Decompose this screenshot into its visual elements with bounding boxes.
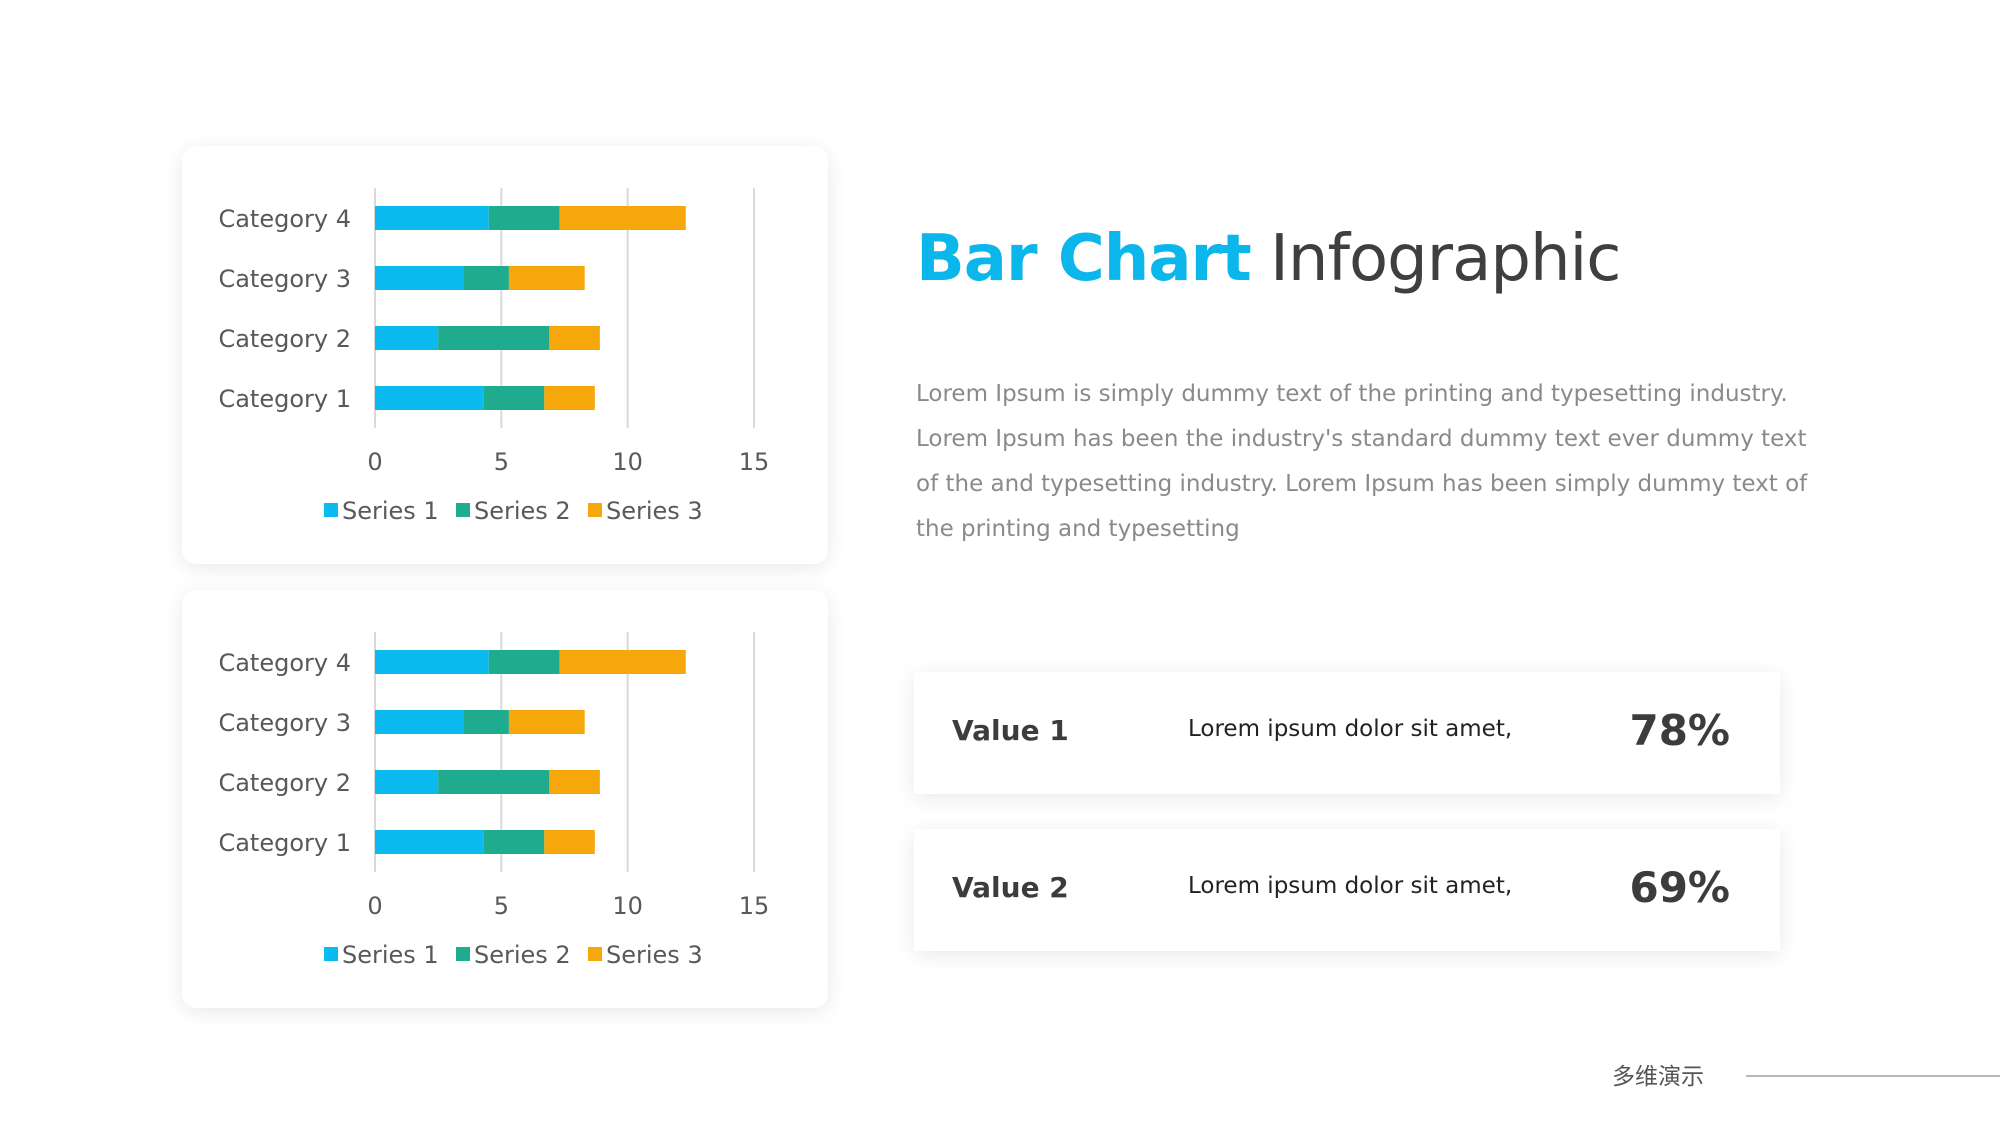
- legend-swatch: [456, 503, 470, 517]
- bar-series-2-category-4: [488, 650, 560, 674]
- category-label: Category 1: [218, 385, 351, 413]
- chart-card-1: Category 1 Category 2 Category 3 Category 4…: [182, 146, 828, 564]
- bar-series-3-category-4: [559, 206, 686, 230]
- legend-swatch: [588, 503, 602, 517]
- x-tick-label: 10: [612, 892, 643, 920]
- x-tick-label: 0: [367, 448, 382, 476]
- x-tick-label: 15: [739, 892, 770, 920]
- bar-series-2-category-3: [463, 266, 509, 290]
- category-label: Category 2: [218, 769, 351, 797]
- bar-chart-2: Category 1 Category 2 Category 3 Category 4…: [218, 632, 770, 969]
- value-percent: 78%: [1629, 706, 1730, 755]
- x-tick-label: 15: [739, 448, 770, 476]
- title-accent: Bar Chart: [916, 222, 1252, 296]
- value-card-1: Value 1 Lorem ipsum dolor sit amet, 78%: [914, 672, 1780, 794]
- bar-series-1-category-2: [375, 770, 439, 794]
- category-label: Category 2: [218, 325, 351, 353]
- legend-label: Series 1: [342, 497, 439, 525]
- footer-divider: [1746, 1075, 2000, 1077]
- legend-swatch: [324, 947, 338, 961]
- category-label: Category 1: [218, 829, 351, 857]
- legend-swatch: [456, 947, 470, 961]
- bar-series-1-category-3: [375, 710, 464, 734]
- bar-series-3-category-1: [544, 830, 595, 854]
- category-label: Category 3: [218, 709, 351, 737]
- bar-series-3-category-3: [508, 266, 585, 290]
- category-label: Category 3: [218, 265, 351, 293]
- bar-series-2-category-1: [483, 830, 545, 854]
- bar-series-2-category-1: [483, 386, 545, 410]
- legend-swatch: [588, 947, 602, 961]
- bar-series-3-category-1: [544, 386, 595, 410]
- value-percent: 69%: [1629, 863, 1730, 912]
- x-tick-label: 5: [494, 448, 509, 476]
- legend-label: Series 2: [474, 941, 571, 969]
- bar-series-2-category-2: [438, 770, 550, 794]
- category-label: Category 4: [218, 649, 351, 677]
- value-label: Value 2: [952, 871, 1069, 904]
- legend-label: Series 2: [474, 497, 571, 525]
- value-label: Value 1: [952, 714, 1069, 747]
- bar-series-2-category-4: [488, 206, 560, 230]
- legend-label: Series 1: [342, 941, 439, 969]
- value-description: Lorem ipsum dolor sit amet,: [1188, 873, 1513, 899]
- bar-series-1-category-1: [375, 386, 484, 410]
- title-rest: Infographic: [1270, 222, 1621, 296]
- bar-series-1-category-1: [375, 830, 484, 854]
- bar-series-1-category-4: [375, 650, 489, 674]
- bar-series-3-category-2: [549, 326, 600, 350]
- value-description: Lorem ipsum dolor sit amet,: [1188, 716, 1513, 742]
- value-card-2: Value 2 Lorem ipsum dolor sit amet, 69%: [914, 829, 1780, 951]
- bar-series-1-category-4: [375, 206, 489, 230]
- bar-series-3-category-3: [508, 710, 585, 734]
- bar-series-3-category-2: [549, 770, 600, 794]
- legend-label: Series 3: [606, 941, 703, 969]
- legend-swatch: [324, 503, 338, 517]
- x-tick-label: 5: [494, 892, 509, 920]
- bar-series-3-category-4: [559, 650, 686, 674]
- bar-series-1-category-2: [375, 326, 439, 350]
- page-title: Bar Chart Infographic: [916, 222, 1621, 296]
- legend-label: Series 3: [606, 497, 703, 525]
- x-tick-label: 10: [612, 448, 643, 476]
- x-tick-label: 0: [367, 892, 382, 920]
- description-text: Lorem Ipsum is simply dummy text of the …: [916, 381, 1808, 542]
- chart-card-2: Category 1 Category 2 Category 3 Category 4…: [182, 590, 828, 1008]
- footer-brand: 多维演示: [1612, 1064, 1704, 1090]
- bar-series-2-category-3: [463, 710, 509, 734]
- bar-series-1-category-3: [375, 266, 464, 290]
- bar-chart-1: Category 1 Category 2 Category 3 Category 4…: [218, 188, 770, 525]
- category-label: Category 4: [218, 205, 351, 233]
- bar-series-2-category-2: [438, 326, 550, 350]
